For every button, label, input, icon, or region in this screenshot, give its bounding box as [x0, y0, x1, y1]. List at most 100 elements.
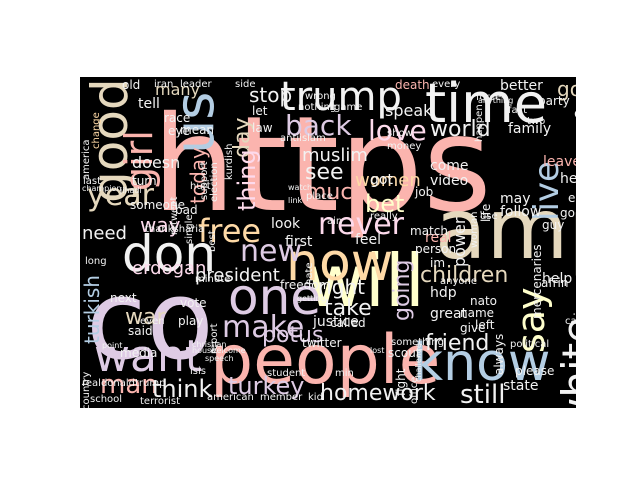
cloud-word: house: [192, 346, 217, 355]
cloud-word: think: [152, 375, 213, 403]
cloud-word: trump: [280, 77, 402, 120]
cloud-word: may: [500, 191, 531, 207]
cloud-word: challenge: [414, 343, 423, 382]
cloud-word: nothing: [298, 102, 337, 113]
cloud-word: even: [140, 316, 165, 327]
cloud-word: wrong: [305, 91, 336, 102]
cloud-word: real: [425, 230, 452, 246]
cloud-word: come: [430, 158, 469, 174]
cloud-word: vote: [180, 296, 207, 310]
cloud-word: state: [503, 378, 539, 394]
cloud-word: eye: [168, 124, 190, 138]
cloud-word: best: [207, 230, 218, 252]
cloud-word: afrin: [541, 276, 569, 290]
cloud-word: school: [90, 394, 123, 405]
cloud-word: welcome: [210, 346, 246, 355]
cloud-word: called: [330, 316, 366, 330]
cloud-word: going: [390, 259, 415, 321]
cloud-word: gonna: [560, 206, 576, 220]
cloud-word: link: [288, 196, 303, 205]
cloud-word: anyone: [440, 276, 477, 287]
cloud-word: bet: [365, 190, 405, 218]
cloud-word: hate: [304, 262, 315, 285]
cloud-word: minute: [195, 274, 231, 285]
cloud-word: take: [324, 296, 372, 321]
cloud-word: two: [527, 116, 546, 127]
cloud-word: twitter: [302, 336, 342, 350]
cloud-word: time: [425, 77, 548, 135]
cloud-word: please: [515, 364, 555, 378]
cloud-word: im: [430, 256, 446, 270]
cloud-word: realdonaldtrump: [82, 378, 166, 389]
cloud-word: muslim: [302, 145, 368, 166]
cloud-word: something: [391, 337, 444, 348]
cloud-word: anything: [478, 96, 514, 105]
cloud-word: isis: [190, 366, 206, 377]
cloud-word: follow: [500, 204, 542, 220]
cloud-word: kid: [308, 392, 323, 403]
cloud-word: better: [500, 78, 543, 94]
cloud-word: lost: [370, 346, 385, 355]
cloud-word: doesn: [132, 153, 181, 172]
cloud-word: new: [240, 234, 303, 269]
cloud-word: next: [110, 291, 137, 305]
cloud-word: call: [574, 107, 576, 121]
cloud-word: video: [430, 173, 469, 189]
cloud-word: want: [94, 331, 203, 382]
cloud-word: see: [305, 160, 344, 185]
cloud-word: free: [198, 212, 262, 250]
cloud-word: man: [100, 370, 158, 400]
cloud-word: christian: [192, 340, 227, 349]
cloud-word: person: [415, 242, 457, 256]
cloud-word: hurt: [190, 181, 211, 192]
cloud-word: year: [87, 178, 154, 213]
cloud-word: fight: [394, 368, 408, 397]
cloud-word: american: [207, 392, 254, 403]
cloud-word: said: [128, 324, 153, 338]
cloud-word: many: [155, 80, 200, 99]
cloud-word: thanksharia: [145, 224, 205, 235]
cloud-word: someone: [130, 198, 185, 212]
cloud-word: america: [81, 139, 92, 180]
cloud-word: old: [122, 78, 141, 92]
cloud-word: play: [178, 314, 204, 328]
cloud-word: always: [492, 333, 506, 375]
cloud-word: getting: [297, 294, 326, 303]
cloud-word: end: [568, 191, 576, 205]
cloud-word: feel: [355, 232, 382, 248]
cloud-word: student: [267, 368, 306, 379]
cloud-word: speak: [385, 101, 433, 120]
cloud-word: name: [460, 306, 495, 320]
cloud-word: people: [210, 321, 441, 400]
cloud-word: use: [480, 211, 498, 222]
cloud-word: match: [410, 224, 448, 238]
cloud-word: much: [305, 180, 367, 205]
cloud-word: calling: [565, 316, 576, 327]
cloud-word: jihadi: [120, 186, 142, 195]
cloud-word: fact: [508, 105, 528, 116]
cloud-word: every: [432, 79, 461, 90]
cloud-word: don: [122, 225, 217, 283]
cloud-word: hdp: [430, 285, 457, 301]
cloud-word: race: [164, 111, 191, 125]
cloud-word: mean: [180, 123, 215, 137]
cloud-word: children: [420, 263, 509, 288]
cloud-word: god: [557, 77, 576, 101]
cloud-word: got: [370, 172, 393, 188]
cloud-word: place: [306, 191, 333, 202]
cloud-word: watch: [288, 183, 313, 192]
cloud-word: now: [286, 233, 394, 293]
cloud-word: turkish: [80, 275, 104, 344]
cloud-word: death: [395, 78, 430, 92]
cloud-word: ain: [327, 216, 343, 227]
cloud-word: party: [538, 94, 570, 108]
cloud-word: still: [460, 380, 506, 408]
cloud-word: job: [415, 185, 434, 199]
cloud-word: way: [140, 213, 181, 237]
cloud-word: game: [334, 102, 363, 113]
cloud-word: freedom: [280, 278, 331, 292]
cloud-word: heart: [560, 171, 576, 187]
cloud-word: champion: [82, 184, 122, 193]
cloud-word: erdogan: [132, 258, 207, 279]
cloud-word: great: [430, 306, 468, 322]
